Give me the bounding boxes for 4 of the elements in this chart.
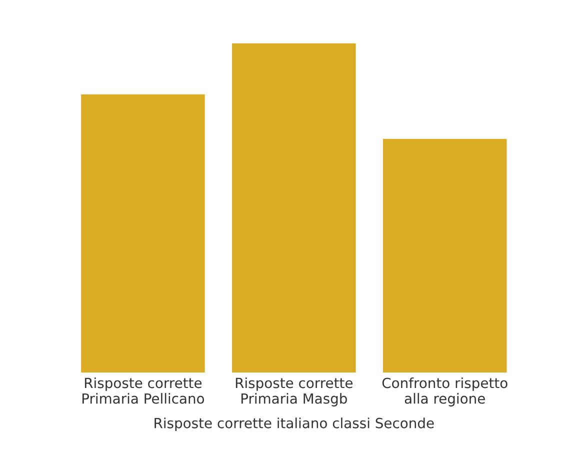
- x-tick-label: Confronto rispetto alla regione: [382, 377, 508, 406]
- x-tick-label: Risposte corrette Primaria Pellicano: [82, 377, 204, 404]
- x-tick-label: Risposte corrette Primaria Masgb: [236, 377, 353, 406]
- x-axis-title: Risposte corrette italiano classi Seconde: [154, 418, 434, 432]
